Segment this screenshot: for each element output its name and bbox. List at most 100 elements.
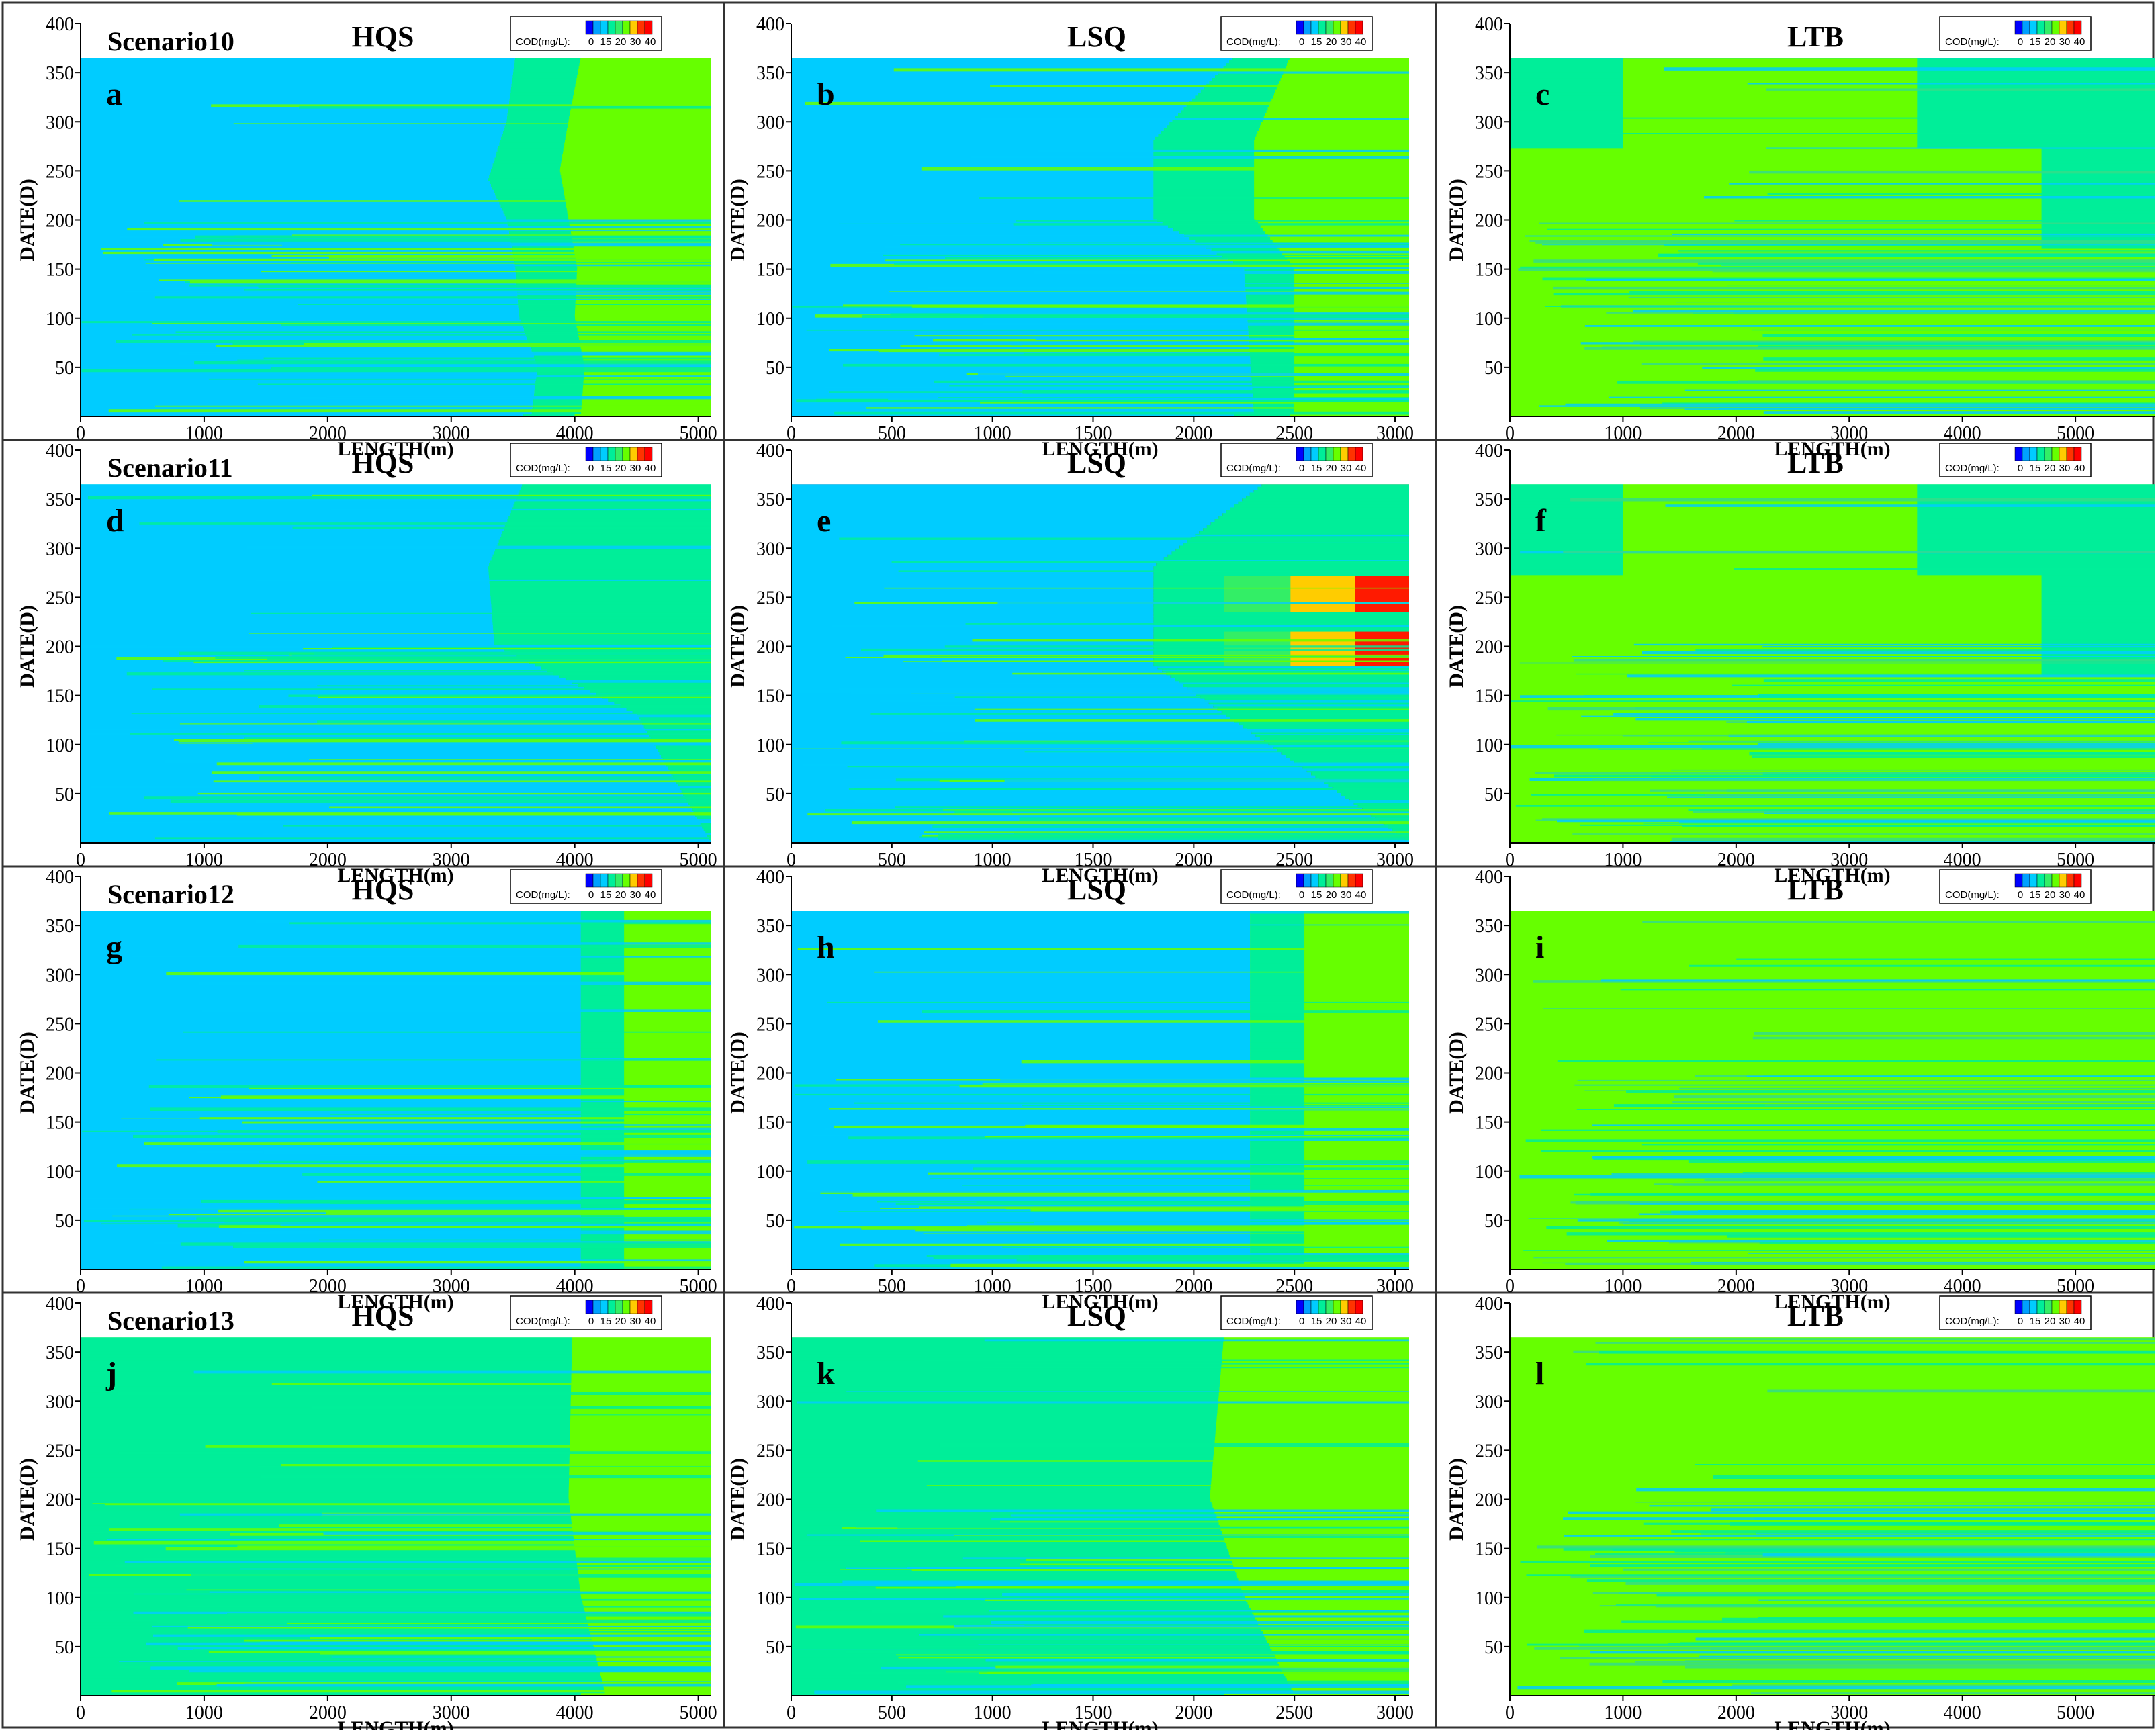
zone-cell bbox=[81, 725, 644, 729]
zone-cell bbox=[578, 1578, 711, 1582]
zone-cell bbox=[81, 1089, 581, 1093]
colorbar-tick: 0 bbox=[588, 36, 594, 48]
zone-cell bbox=[791, 254, 1222, 258]
zone-cell bbox=[501, 533, 711, 537]
zone-cell bbox=[791, 1051, 1251, 1055]
band-cell bbox=[1510, 1512, 2155, 1516]
zone-cell bbox=[590, 1631, 711, 1635]
zone-cell bbox=[81, 731, 647, 735]
band-cell bbox=[1510, 1013, 2155, 1017]
zone-cell bbox=[580, 927, 625, 931]
zone-cell bbox=[81, 1101, 581, 1105]
zone-cell bbox=[791, 113, 1179, 117]
heatmap-field bbox=[791, 911, 1409, 1269]
zone-cell bbox=[1248, 324, 1295, 328]
band-cell bbox=[1510, 631, 2042, 635]
zone-cell bbox=[791, 918, 1251, 922]
band-cell bbox=[1623, 568, 1918, 572]
colorbar-swatch bbox=[615, 447, 623, 461]
zone-cell bbox=[504, 213, 568, 217]
zone-cell bbox=[1294, 387, 1409, 391]
colorbar-tick: 15 bbox=[2030, 463, 2041, 474]
zone-cell bbox=[81, 136, 502, 140]
zone-cell bbox=[488, 565, 711, 570]
zone-cell bbox=[791, 1169, 1251, 1173]
zone-cell bbox=[81, 518, 508, 522]
zone-cell bbox=[81, 1125, 581, 1128]
colorbar-label: COD(mg/L): bbox=[516, 889, 570, 901]
zone-cell bbox=[791, 506, 1230, 510]
zone-cell bbox=[624, 1101, 711, 1105]
zone-cell bbox=[81, 298, 519, 302]
y-tick-label: 300 bbox=[756, 1392, 784, 1412]
zone-cell bbox=[81, 1374, 572, 1378]
zone-cell bbox=[582, 398, 711, 402]
band-cell bbox=[1510, 1125, 2155, 1128]
band-cell bbox=[1510, 236, 2042, 240]
band-cell bbox=[1623, 521, 1918, 525]
zone-cell bbox=[526, 334, 579, 338]
colorbar-label: COD(mg/L): bbox=[1226, 463, 1281, 474]
colorbar-swatch bbox=[592, 1300, 601, 1314]
zone-cell bbox=[1224, 1692, 1409, 1696]
zone-cell bbox=[513, 71, 578, 75]
zone-cell bbox=[580, 983, 625, 987]
zone-cell bbox=[81, 62, 514, 66]
zone-cell bbox=[490, 171, 561, 175]
colorbar-swatch bbox=[592, 447, 601, 461]
colorbar-label: COD(mg/L): bbox=[1945, 889, 2000, 901]
zone-cell bbox=[580, 1019, 625, 1023]
zone-cell bbox=[1311, 772, 1409, 776]
zone-cell bbox=[1230, 716, 1409, 720]
zone-cell bbox=[81, 1024, 581, 1028]
zone-cell bbox=[1250, 981, 1305, 985]
zone-cell bbox=[510, 512, 711, 516]
zone-cell bbox=[791, 160, 1154, 164]
zone-cell bbox=[1272, 239, 1409, 243]
x-tick-label: 500 bbox=[878, 850, 906, 870]
zone-cell bbox=[1250, 927, 1305, 931]
colorbar-tick: 20 bbox=[615, 463, 627, 474]
zone-cell bbox=[1243, 725, 1409, 729]
band-cell bbox=[1510, 281, 2155, 285]
band-cell bbox=[1510, 725, 2155, 729]
zone-cell bbox=[791, 1066, 1251, 1070]
colorbar-swatch bbox=[2036, 447, 2045, 461]
zone-cell bbox=[1262, 118, 1409, 122]
zone-cell bbox=[576, 275, 711, 279]
zone-cell bbox=[489, 578, 711, 582]
x-tick-label: 0 bbox=[1505, 423, 1515, 444]
band-cell bbox=[1510, 298, 2155, 302]
zone-cell bbox=[81, 1578, 579, 1582]
zone-cell bbox=[791, 1021, 1251, 1026]
zone-cell bbox=[498, 539, 711, 543]
zone-cell bbox=[580, 936, 625, 940]
y-tick-label: 400 bbox=[46, 14, 74, 35]
band-cell bbox=[1510, 95, 1623, 99]
zone-cell bbox=[1250, 1216, 1305, 1220]
zone-cell bbox=[1262, 1631, 1409, 1635]
zone-cell bbox=[791, 198, 1154, 202]
zone-cell bbox=[81, 1351, 572, 1355]
band-cell bbox=[2041, 204, 2155, 208]
band-cell bbox=[1510, 669, 2042, 673]
zone-cell bbox=[791, 936, 1251, 940]
zone-cell bbox=[1250, 1062, 1305, 1066]
band-cell bbox=[1510, 1189, 2155, 1193]
zone-cell bbox=[691, 807, 711, 811]
zone-cell bbox=[624, 974, 711, 978]
zone-cell bbox=[791, 1122, 1251, 1126]
band-cell bbox=[1917, 533, 2155, 537]
zone-cell bbox=[1304, 918, 1409, 922]
zone-cell bbox=[1255, 733, 1409, 737]
zone-cell bbox=[81, 995, 581, 999]
zone-cell bbox=[81, 151, 497, 155]
zone-cell bbox=[1239, 722, 1409, 726]
zone-cell bbox=[1250, 354, 1295, 358]
band-cell bbox=[1510, 169, 2042, 173]
zone-cell bbox=[624, 995, 711, 999]
zone-cell bbox=[580, 1048, 625, 1052]
zone-cell bbox=[577, 75, 711, 79]
zone-cell bbox=[791, 1368, 1221, 1372]
band-cell bbox=[1510, 936, 2155, 940]
